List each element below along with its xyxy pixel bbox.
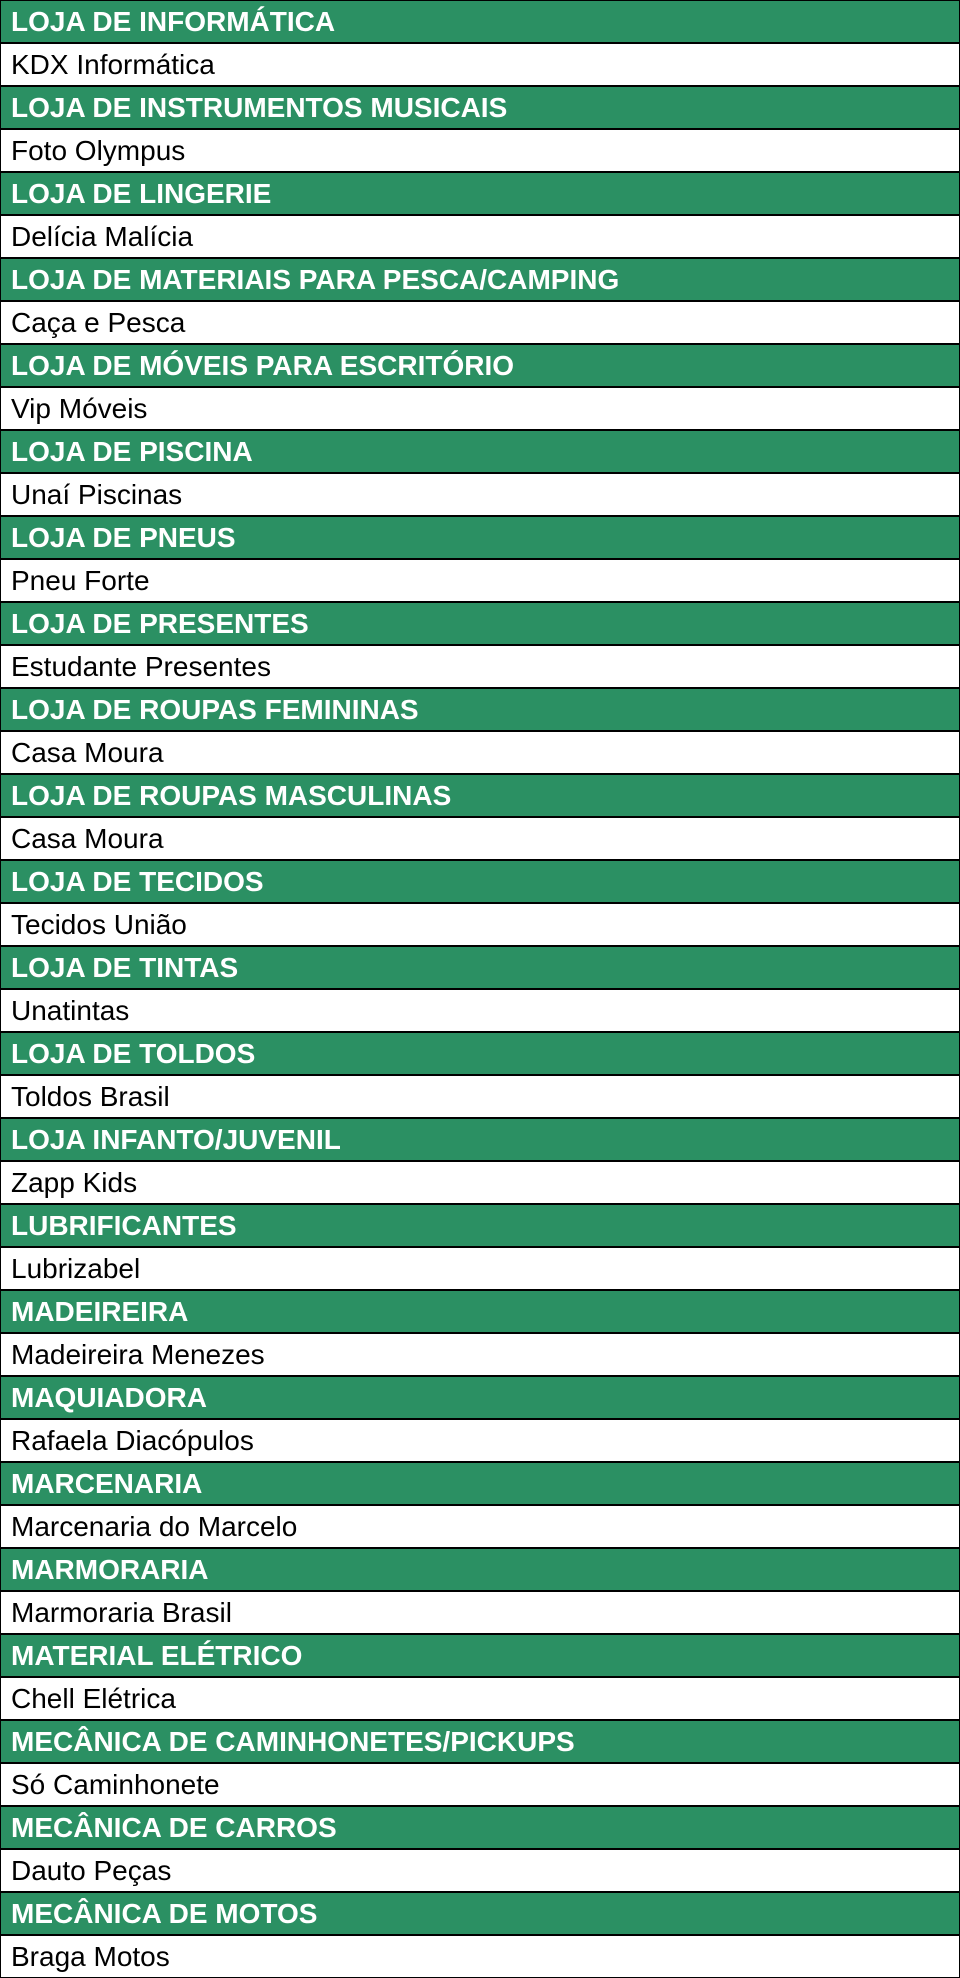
category-header: MARMORARIA [0, 1548, 960, 1591]
category-item: Toldos Brasil [0, 1075, 960, 1118]
category-header: LUBRIFICANTES [0, 1204, 960, 1247]
category-item: Madeireira Menezes [0, 1333, 960, 1376]
category-item: Lubrizabel [0, 1247, 960, 1290]
category-item: Delícia Malícia [0, 215, 960, 258]
category-item: Chell Elétrica [0, 1677, 960, 1720]
category-header: LOJA DE INFORMÁTICA [0, 0, 960, 43]
category-header: MADEIREIRA [0, 1290, 960, 1333]
category-item: Marmoraria Brasil [0, 1591, 960, 1634]
category-item: Caça e Pesca [0, 301, 960, 344]
category-item: Vip Móveis [0, 387, 960, 430]
category-item: Braga Motos [0, 1935, 960, 1978]
category-item: Dauto Peças [0, 1849, 960, 1892]
category-header: LOJA DE ROUPAS FEMININAS [0, 688, 960, 731]
category-header: LOJA DE MATERIAIS PARA PESCA/CAMPING [0, 258, 960, 301]
category-header: LOJA DE PNEUS [0, 516, 960, 559]
category-item: Unatintas [0, 989, 960, 1032]
category-item: Foto Olympus [0, 129, 960, 172]
category-header: MAQUIADORA [0, 1376, 960, 1419]
category-item: KDX Informática [0, 43, 960, 86]
category-item: Casa Moura [0, 817, 960, 860]
category-header: LOJA DE PISCINA [0, 430, 960, 473]
category-item: Só Caminhonete [0, 1763, 960, 1806]
category-item: Casa Moura [0, 731, 960, 774]
category-header: LOJA DE TOLDOS [0, 1032, 960, 1075]
category-item: Pneu Forte [0, 559, 960, 602]
category-header: LOJA DE TECIDOS [0, 860, 960, 903]
category-header: MECÂNICA DE CAMINHONETES/PICKUPS [0, 1720, 960, 1763]
category-header: MECÂNICA DE CARROS [0, 1806, 960, 1849]
category-header: MARCENARIA [0, 1462, 960, 1505]
category-header: LOJA INFANTO/JUVENIL [0, 1118, 960, 1161]
category-header: LOJA DE MÓVEIS PARA ESCRITÓRIO [0, 344, 960, 387]
category-item: Unaí Piscinas [0, 473, 960, 516]
category-item: Tecidos União [0, 903, 960, 946]
category-header: LOJA DE INSTRUMENTOS MUSICAIS [0, 86, 960, 129]
category-item: Estudante Presentes [0, 645, 960, 688]
category-header: LOJA DE PRESENTES [0, 602, 960, 645]
category-item: Rafaela Diacópulos [0, 1419, 960, 1462]
category-item: Marcenaria do Marcelo [0, 1505, 960, 1548]
category-header: MECÂNICA DE MOTOS [0, 1892, 960, 1935]
directory-table: LOJA DE INFORMÁTICAKDX InformáticaLOJA D… [0, 0, 960, 1978]
category-header: LOJA DE TINTAS [0, 946, 960, 989]
category-header: MATERIAL ELÉTRICO [0, 1634, 960, 1677]
category-item: Zapp Kids [0, 1161, 960, 1204]
category-header: LOJA DE ROUPAS MASCULINAS [0, 774, 960, 817]
category-header: LOJA DE LINGERIE [0, 172, 960, 215]
